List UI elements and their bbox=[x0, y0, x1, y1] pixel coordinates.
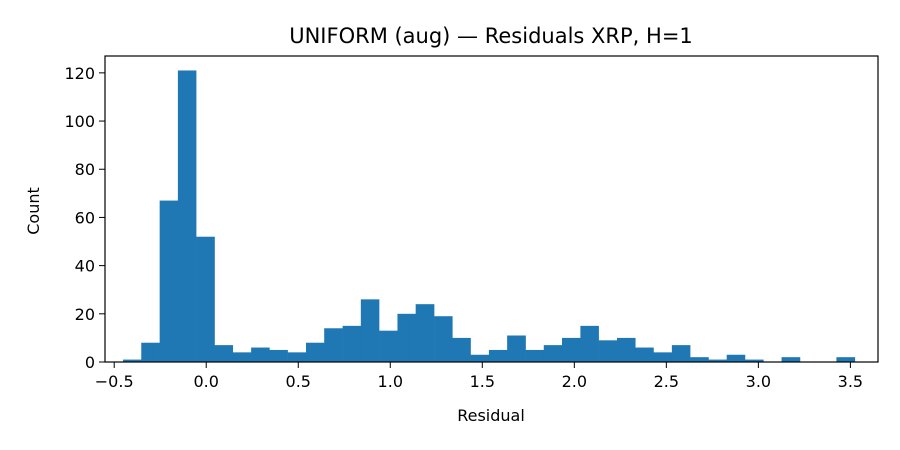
histogram-bar bbox=[744, 359, 764, 362]
histogram-bar bbox=[397, 313, 416, 362]
y-tick-label: 60 bbox=[75, 208, 95, 227]
histogram-bar bbox=[342, 325, 362, 362]
histogram-bar bbox=[635, 347, 654, 362]
x-tick-label: 0.0 bbox=[193, 372, 218, 391]
histogram-bar bbox=[580, 325, 599, 362]
chart-title: UNIFORM (aug) — Residuals XRP, H=1 bbox=[289, 24, 693, 48]
histogram-bar bbox=[287, 352, 307, 362]
histogram-bar bbox=[141, 342, 160, 362]
histogram-bar bbox=[708, 359, 728, 362]
histogram-bar bbox=[507, 335, 526, 362]
y-tick-label: 0 bbox=[85, 353, 95, 372]
histogram-bar bbox=[379, 330, 398, 362]
x-tick-label: 2.5 bbox=[654, 372, 679, 391]
histogram-bar bbox=[561, 337, 581, 362]
histogram-bar bbox=[617, 337, 636, 362]
histogram-bar bbox=[196, 236, 215, 362]
x-axis-ticks: −0.5 0.0 0.5 1.0 1.5 2.0 2.5 3.0 3.5 bbox=[95, 362, 863, 391]
histogram-bar bbox=[488, 349, 508, 362]
bars-group bbox=[123, 70, 856, 363]
x-tick-label: −0.5 bbox=[95, 372, 134, 391]
histogram-bar bbox=[653, 352, 673, 362]
histogram-bar bbox=[159, 200, 179, 362]
x-axis-label: Residual bbox=[457, 406, 525, 425]
y-tick-label: 40 bbox=[75, 257, 95, 276]
histogram-bar bbox=[415, 304, 435, 362]
histogram-bar bbox=[232, 352, 252, 362]
histogram-bar bbox=[671, 345, 691, 362]
y-tick-label: 100 bbox=[64, 112, 95, 131]
histogram-bar bbox=[123, 359, 142, 362]
histogram-bar bbox=[452, 337, 471, 362]
histogram-bar bbox=[598, 340, 618, 362]
x-tick-label: 2.0 bbox=[562, 372, 587, 391]
histogram-bar bbox=[690, 357, 709, 362]
histogram-bar bbox=[525, 349, 545, 362]
y-tick-label: 120 bbox=[64, 64, 95, 83]
histogram-bar bbox=[470, 354, 490, 362]
plot-frame bbox=[104, 55, 879, 363]
histogram-bar bbox=[726, 354, 746, 362]
x-tick-label: 0.5 bbox=[286, 372, 311, 391]
histogram-bar bbox=[543, 345, 563, 362]
histogram-bar bbox=[305, 342, 325, 362]
histogram-bar bbox=[836, 357, 856, 362]
histogram-bar bbox=[324, 328, 343, 362]
histogram-bar bbox=[177, 70, 197, 363]
y-axis-label: Count bbox=[24, 187, 43, 235]
y-tick-label: 80 bbox=[75, 160, 95, 179]
y-tick-label: 20 bbox=[75, 305, 95, 324]
x-tick-label: 3.5 bbox=[838, 372, 863, 391]
x-tick-label: 3.0 bbox=[746, 372, 771, 391]
histogram-bar bbox=[781, 357, 801, 362]
histogram-bar bbox=[269, 349, 288, 362]
histogram-bar bbox=[434, 316, 453, 362]
y-axis-ticks: 0 20 40 60 80 100 120 bbox=[64, 64, 105, 372]
histogram-bar bbox=[214, 345, 234, 362]
histogram-bar bbox=[360, 299, 380, 362]
x-tick-label: 1.0 bbox=[378, 372, 403, 391]
x-tick-label: 1.5 bbox=[470, 372, 495, 391]
histogram-bar bbox=[251, 347, 270, 362]
